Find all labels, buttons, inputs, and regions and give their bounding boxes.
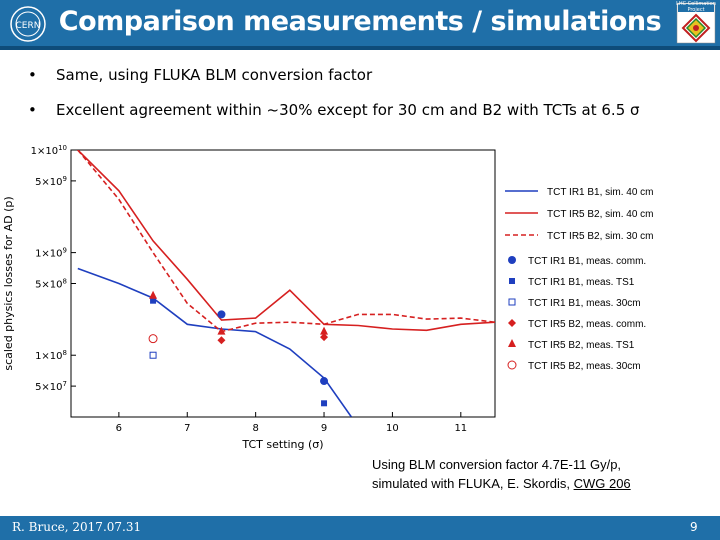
legend-label-tct-ir5-b2-meas-comm: TCT IR5 B2, meas. comm. xyxy=(528,319,646,330)
data-point-tct-ir5-b2-meas-comm xyxy=(217,336,226,345)
data-point-tct-ir5-b2-meas-30cm xyxy=(148,334,158,344)
legend-label-tct-ir1-b1-meas-ts1: TCT IR1 B1, meas. TS1 xyxy=(528,277,635,288)
series-line-tct-ir5-b2-sim-40-cm xyxy=(77,150,495,332)
footer-bar xyxy=(0,516,720,540)
logo-right-label: LHC Collimation Project xyxy=(676,1,716,13)
data-point-tct-ir1-b1-meas-comm xyxy=(320,377,329,386)
y-tick-label: 5×107 xyxy=(35,380,67,393)
legend-marker-tct-ir1-b1-meas-comm xyxy=(508,256,516,264)
x-tick-label: 7 xyxy=(184,423,190,434)
y-tick-label: 1×109 xyxy=(35,247,67,260)
legend-marker-tct-ir1-b1-meas-30cm xyxy=(508,298,516,306)
legend-marker-tct-ir5-b2-meas-comm xyxy=(508,319,516,327)
caption: Using BLM conversion factor 4.7E-11 Gy/p… xyxy=(372,455,631,493)
lhc-collimation-logo-icon xyxy=(676,2,716,44)
legend-label-tct-ir1-b1-sim-40-cm: TCT IR1 B1, sim. 40 cm xyxy=(547,187,654,198)
legend-label-tct-ir5-b2-meas-ts1: TCT IR5 B2, meas. TS1 xyxy=(528,340,635,351)
data-point-tct-ir5-b2-meas-ts1 xyxy=(149,290,158,299)
y-axis-label: scaled physics losses for AD (p) xyxy=(2,196,15,370)
legend-label-tct-ir5-b2-sim-40-cm: TCT IR5 B2, sim. 40 cm xyxy=(547,209,654,220)
data-point-tct-ir5-b2-meas-comm xyxy=(320,333,329,342)
legend-label-tct-ir1-b1-meas-30cm: TCT IR1 B1, meas. 30cm xyxy=(528,298,641,309)
page-number: 9 xyxy=(690,520,698,534)
legend-label-tct-ir5-b2-sim-30-cm: TCT IR5 B2, sim. 30 cm xyxy=(547,231,654,242)
title-bar xyxy=(0,0,720,48)
bullet-marker: • xyxy=(28,66,37,84)
data-point-tct-ir1-b1-meas-ts1 xyxy=(321,400,328,407)
legend-marker-tct-ir5-b2-meas-30cm xyxy=(507,360,517,370)
x-tick-label: 6 xyxy=(116,423,122,434)
data-point-tct-ir5-b2-meas-ts1 xyxy=(320,326,329,335)
data-point-tct-ir1-b1-meas-30cm xyxy=(149,351,157,359)
x-tick-label: 8 xyxy=(252,423,258,434)
footer-author-date: R. Bruce, 2017.07.31 xyxy=(12,520,142,534)
plot-frame xyxy=(70,149,496,418)
legend-marker-tct-ir1-b1-meas-ts1 xyxy=(509,278,515,284)
series-line-tct-ir5-b2-sim-30-cm xyxy=(77,150,495,333)
legend-marker-tct-ir5-b2-meas-ts1 xyxy=(508,339,516,347)
data-point-tct-ir5-b2-meas-ts1 xyxy=(217,326,226,335)
x-tick-label: 11 xyxy=(454,423,467,434)
x-axis-label: TCT setting (σ) xyxy=(241,438,323,451)
cern-logo-icon: CERN xyxy=(10,6,46,42)
slide-title: Comparison measurements / simulations xyxy=(58,6,662,37)
y-tick-label: 1×108 xyxy=(35,349,67,362)
data-point-tct-ir1-b1-meas-comm xyxy=(217,310,226,319)
svg-text:CERN: CERN xyxy=(16,21,41,31)
y-tick-label: 5×109 xyxy=(35,175,67,188)
y-tick-label: 5×108 xyxy=(35,278,67,291)
caption-line-2-text: simulated with FLUKA, E. Skordis, xyxy=(372,476,574,491)
caption-line-2: simulated with FLUKA, E. Skordis, CWG 20… xyxy=(372,474,631,493)
title-bar-underline xyxy=(0,46,720,50)
x-tick-label: 9 xyxy=(321,423,327,434)
legend-label-tct-ir5-b2-meas-30cm: TCT IR5 B2, meas. 30cm xyxy=(528,361,641,372)
bullet-2: Excellent agreement within ~30% except f… xyxy=(56,101,640,119)
cwg-206-link[interactable]: CWG 206 xyxy=(573,476,631,491)
legend-label-tct-ir1-b1-meas-comm: TCT IR1 B1, meas. comm. xyxy=(528,256,646,267)
caption-line-1: Using BLM conversion factor 4.7E-11 Gy/p… xyxy=(372,457,622,472)
bullet-1: Same, using FLUKA BLM conversion factor xyxy=(56,66,373,84)
loss-comparison-chart: 1×1010 5×109 1×109 5×108 1×108 5×107 6 7 8 9 10 11 T… xyxy=(2,144,654,451)
bullet-marker: • xyxy=(28,101,37,119)
y-tick-label: 1×1010 xyxy=(31,144,67,157)
x-tick-label: 10 xyxy=(386,423,399,434)
data-point-tct-ir1-b1-meas-ts1 xyxy=(150,297,157,304)
